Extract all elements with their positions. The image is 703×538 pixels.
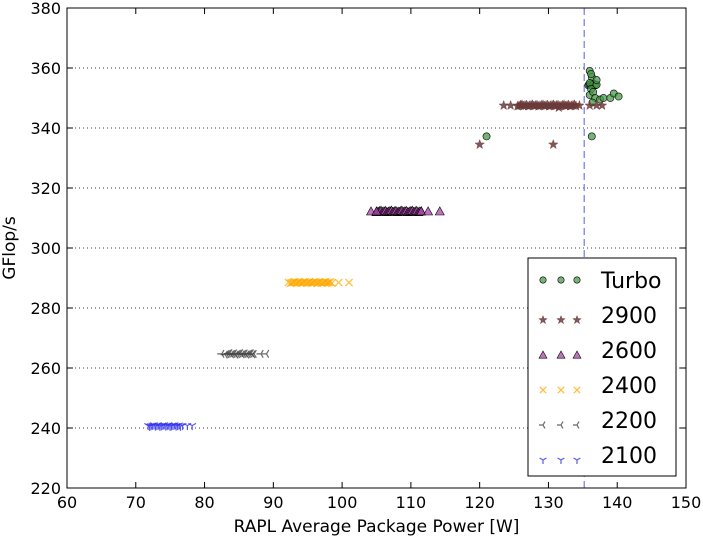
- data-point: [587, 70, 595, 78]
- data-point: [423, 206, 434, 216]
- legend-marker: [572, 350, 582, 359]
- legend-marker: [557, 386, 565, 394]
- y-tick-label: 320: [30, 179, 61, 198]
- data-point: [434, 206, 445, 216]
- x-tick-label: 70: [126, 493, 146, 512]
- legend-label: 2200: [601, 409, 657, 434]
- data-point: [548, 138, 559, 149]
- x-tick-label: 110: [396, 493, 427, 512]
- legend-marker: [539, 421, 546, 429]
- y-tick-label: 380: [30, 0, 61, 18]
- legend-entry-2400: 2400: [539, 374, 657, 399]
- legend-marker: [556, 350, 566, 359]
- y-tick-label: 220: [30, 479, 61, 498]
- data-point: [596, 99, 608, 110]
- x-axis-label: RAPL Average Package Power [W]: [234, 517, 520, 537]
- data-point: [474, 139, 485, 149]
- data-point: [587, 132, 596, 141]
- series-2600-points: [365, 205, 445, 217]
- series-2100-points: [144, 422, 197, 431]
- legend-marker: [539, 386, 547, 394]
- legend-marker: [538, 350, 548, 359]
- legend-entry-2200: 2200: [539, 409, 657, 434]
- legend-marker: [556, 315, 566, 325]
- axis-ticks: 60 70 80 90 100 110 120 130 140 150 220 240 260 280 30…: [30, 0, 701, 512]
- data-point: [327, 279, 336, 288]
- data-point: [505, 99, 516, 110]
- data-point: [371, 206, 382, 216]
- legend-entry-2900: 2900: [538, 304, 657, 329]
- data-point: [284, 278, 293, 287]
- data-point: [249, 349, 257, 359]
- data-point: [614, 92, 623, 101]
- x-tick-label: 100: [327, 493, 358, 512]
- legend-label: 2600: [601, 339, 657, 364]
- data-point: [261, 349, 270, 359]
- legend-marker: [538, 315, 548, 325]
- legend-marker: [573, 421, 580, 429]
- legend-entry-2100: 2100: [539, 444, 657, 469]
- x-tick-label: 90: [263, 493, 283, 512]
- y-tick-label: 240: [30, 419, 61, 438]
- y-tick-label: 360: [30, 59, 61, 78]
- x-tick-label: 80: [194, 493, 214, 512]
- data-point: [334, 278, 343, 287]
- legend-marker: [557, 457, 565, 464]
- data-points: [144, 67, 623, 431]
- y-tick-label: 260: [30, 359, 61, 378]
- data-point: [482, 132, 491, 141]
- legend-label: 2100: [601, 444, 657, 469]
- y-axis-label: GFlop/s: [0, 216, 20, 280]
- data-point: [144, 422, 153, 431]
- data-point: [574, 99, 585, 110]
- y-tick-label: 340: [30, 119, 61, 138]
- data-point: [324, 278, 333, 287]
- legend-label: Turbo: [600, 269, 662, 294]
- data-point: [599, 94, 608, 102]
- legend-marker: [573, 386, 581, 394]
- series-2400-points: [284, 277, 354, 288]
- y-tick-label: 280: [30, 299, 61, 318]
- legend-marker: [573, 276, 581, 284]
- legend-marker: [573, 457, 581, 464]
- data-point: [592, 76, 601, 84]
- y-tick-label: 300: [30, 239, 61, 258]
- legend-label: 2400: [601, 374, 657, 399]
- data-point: [217, 349, 225, 359]
- series-Turbo-points: [482, 67, 623, 141]
- x-tick-label: 60: [57, 493, 77, 512]
- data-point: [188, 422, 197, 431]
- x-tick-label: 120: [464, 493, 495, 512]
- legend-entry-2600: 2600: [538, 339, 657, 364]
- data-point: [553, 101, 565, 113]
- legend-label: 2900: [601, 304, 657, 329]
- x-tick-label: 150: [671, 493, 702, 512]
- data-point: [344, 278, 354, 287]
- legend-marker: [557, 421, 564, 429]
- series-2200-points: [217, 349, 270, 359]
- data-point: [416, 206, 427, 216]
- legend-entry-Turbo: Turbo: [539, 269, 662, 294]
- data-point: [256, 349, 264, 359]
- legend-marker: [539, 276, 547, 284]
- x-tick-label: 130: [533, 493, 564, 512]
- series-2900-points: [474, 99, 608, 149]
- legend-marker: [539, 457, 547, 464]
- x-tick-label: 140: [602, 493, 633, 512]
- legend: Turbo 2900 2600 2400 2200 2100: [527, 257, 677, 477]
- legend-marker: [572, 315, 582, 325]
- legend-box: [527, 257, 677, 477]
- legend-marker: [557, 276, 565, 284]
- data-point: [515, 99, 527, 110]
